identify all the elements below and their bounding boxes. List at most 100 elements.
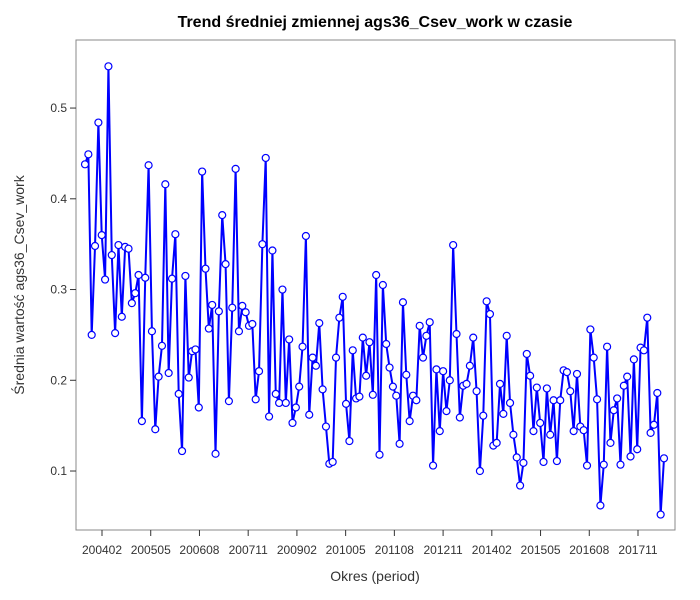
data-point (388, 382, 398, 391)
x-tick-label: 201211 (424, 543, 463, 557)
data-point (415, 321, 424, 330)
x-tick-label: 200902 (277, 543, 317, 557)
data-point (281, 398, 290, 408)
x-tick-label: 201608 (569, 543, 609, 557)
data-point (392, 391, 401, 400)
data-point (157, 341, 167, 350)
data-point (656, 510, 665, 519)
x-axis: 200402 200505 200608 200711 200902 201005 2011… (82, 530, 658, 557)
data-point (271, 389, 280, 398)
data-point (592, 395, 602, 404)
data-point (455, 413, 464, 422)
data-point (599, 460, 608, 469)
data-point (345, 436, 354, 446)
data-point (375, 450, 384, 459)
data-point (171, 230, 180, 239)
data-point (519, 458, 528, 467)
data-point (562, 368, 572, 377)
data-point (368, 390, 377, 399)
data-point (331, 353, 341, 362)
data-point (425, 318, 434, 327)
y-tick-label: 0.4 (50, 192, 67, 206)
data-point (365, 338, 374, 347)
data-point (94, 118, 103, 127)
data-point (318, 385, 327, 394)
data-point (161, 180, 170, 189)
data-point (151, 425, 160, 434)
data-point (469, 333, 478, 342)
data-point (539, 457, 548, 467)
data-point (405, 417, 414, 426)
data-point (532, 383, 541, 392)
data-point (549, 396, 558, 405)
data-point (84, 150, 93, 159)
data-point (552, 456, 562, 466)
data-point (154, 372, 163, 381)
x-tick-label: 201005 (326, 543, 366, 557)
data-point (204, 324, 213, 333)
data-point (147, 327, 157, 336)
data-point (248, 319, 257, 329)
data-point (609, 406, 618, 415)
data-point (117, 312, 126, 321)
data-point (643, 313, 652, 322)
y-tick-label: 0.2 (50, 373, 67, 387)
data-point (586, 325, 595, 334)
data-point (251, 395, 260, 404)
data-point (582, 461, 592, 470)
data-point (472, 387, 481, 396)
data-point (492, 438, 501, 447)
data-point (335, 313, 344, 322)
series-markers (80, 62, 669, 519)
data-point (619, 381, 628, 390)
data-point (402, 370, 411, 379)
data-point (241, 308, 250, 317)
data-point (100, 275, 110, 284)
data-point (515, 481, 525, 490)
data-point (107, 250, 116, 260)
data-point (465, 361, 474, 370)
data-point (579, 426, 588, 435)
data-point (633, 445, 642, 454)
data-point (435, 426, 444, 436)
data-point (224, 397, 234, 406)
y-tick-label: 0.1 (50, 464, 67, 478)
chart-title: Trend średniej zmiennej ags36_Csev_work … (178, 14, 573, 31)
data-point (124, 244, 133, 253)
data-point (606, 438, 615, 447)
data-point (321, 422, 331, 431)
data-point (646, 428, 655, 438)
data-point (127, 299, 136, 308)
data-point (80, 160, 90, 169)
data-point (462, 379, 471, 389)
y-tick-label: 0.5 (50, 101, 67, 115)
data-point (328, 457, 337, 467)
data-point (509, 430, 518, 439)
plot-area-frame (75, 39, 676, 531)
data-point (653, 388, 662, 398)
data-point (526, 371, 535, 380)
data-point (111, 328, 120, 338)
x-tick-label: 201505 (521, 543, 561, 557)
data-point (395, 439, 404, 448)
data-point (341, 399, 351, 408)
data-point (348, 346, 357, 355)
data-point (285, 335, 294, 344)
data-point (616, 460, 625, 469)
x-tick-label: 200505 (131, 543, 171, 557)
data-point (137, 417, 146, 426)
y-axis-label: Średnia wartość ags36_Csev_work (10, 174, 27, 394)
series-line (84, 66, 665, 515)
data-point (261, 153, 270, 163)
data-point (141, 273, 150, 282)
data-point (234, 327, 244, 336)
data-point (512, 453, 521, 462)
data-point (378, 280, 387, 290)
x-tick-label: 200402 (82, 543, 122, 557)
data-point (522, 349, 531, 359)
data-point (422, 331, 431, 340)
x-tick-label: 200608 (179, 543, 219, 557)
data-point (358, 333, 367, 342)
data-point (164, 368, 173, 378)
data-point (602, 342, 612, 351)
